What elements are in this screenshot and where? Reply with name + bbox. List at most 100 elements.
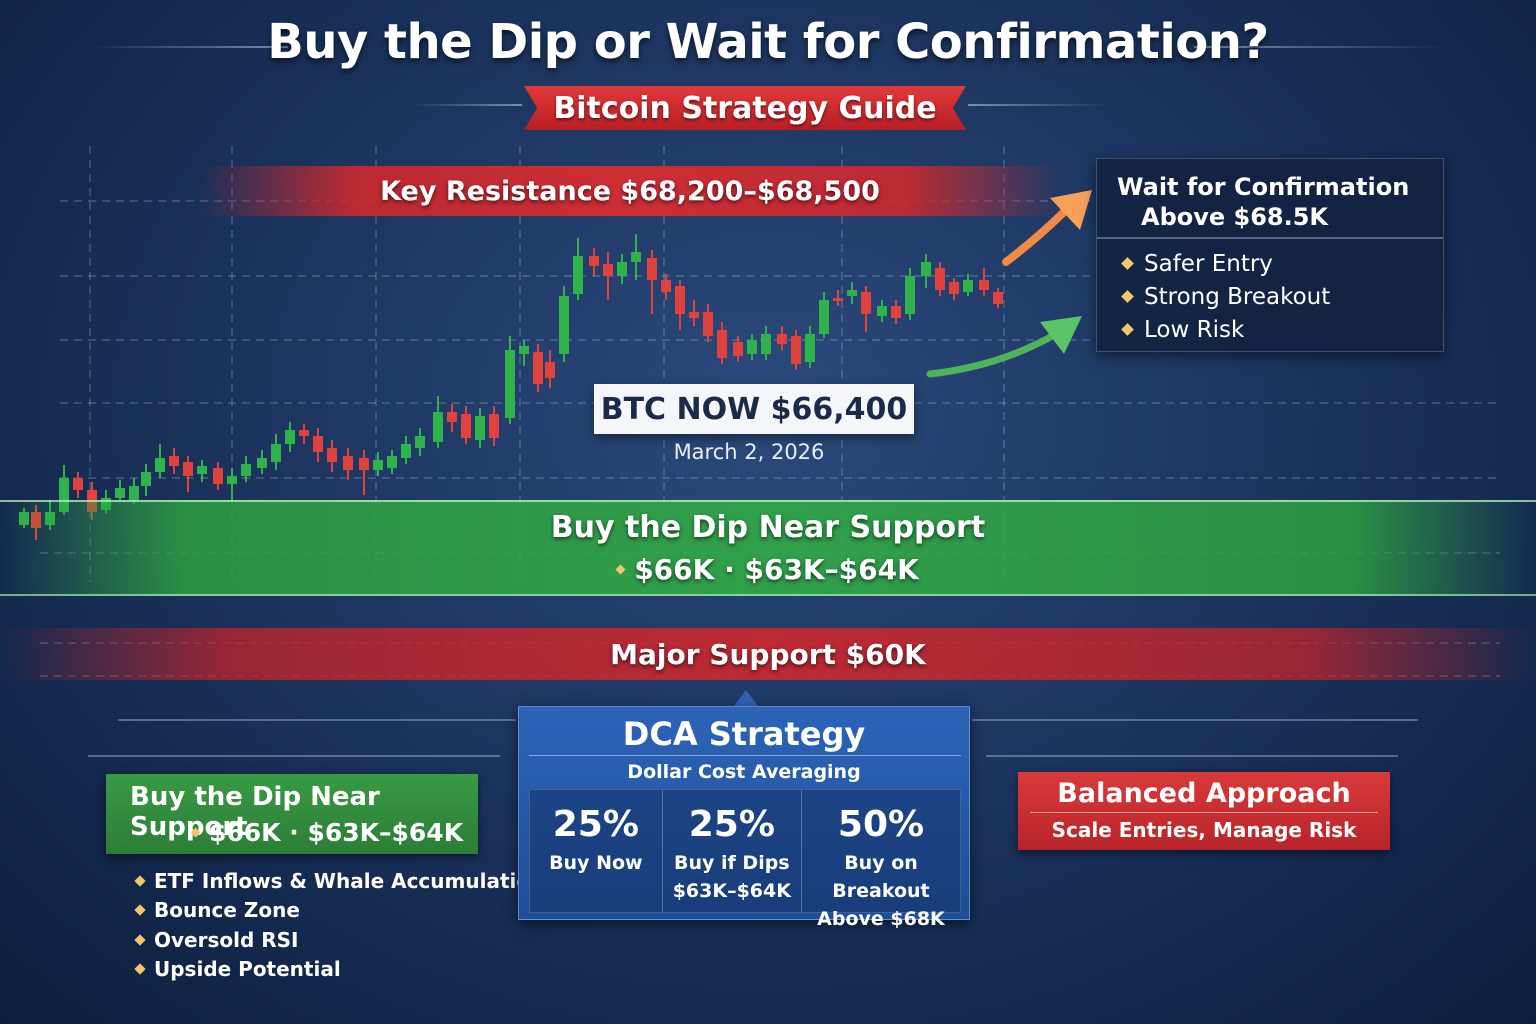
candle-body [603,264,613,276]
dip-panel-range: $66K · $63K–$64K [190,818,464,847]
candle-body [415,436,425,448]
list-item: Safer Entry [1121,247,1330,280]
dca-title: DCA Strategy [622,715,866,753]
list-item: Upside Potential [134,955,544,985]
list-item: Bounce Zone [134,896,544,926]
candle-body [589,256,599,266]
buy-dip-panel: Buy the Dip Near Support $66K · $63K–$64… [106,774,478,854]
balanced-title: Balanced Approach [1057,778,1351,809]
major-support-band: Major Support $60K [0,628,1536,680]
diamond-icon [134,904,146,916]
candle-body [747,340,757,354]
diamond-icon [190,827,201,838]
dip-item-text: ETF Inflows & Whale Accumulation [154,868,545,893]
diamond-icon [1121,290,1134,303]
diamond-icon [134,934,146,946]
candle-body [387,456,397,468]
candle-body [519,346,529,354]
dca-label-2: $63K–$64K [672,880,791,902]
major-support-label: Major Support $60K [610,637,926,671]
candle-body [545,362,555,378]
candle-body [963,280,973,292]
candle-body [861,292,871,314]
dip-panel-title: Buy the Dip Near Support [130,782,380,842]
list-item: Low Risk [1121,313,1330,346]
candle-body [533,352,543,384]
candle-body [703,312,713,336]
candle-body [647,258,657,280]
candle-body [141,472,151,486]
support-range-text: $66K · $63K–$64K [634,553,919,586]
wait-list: Safer Entry Strong Breakout Low Risk [1121,247,1331,346]
candle-body [401,444,411,458]
dca-label: Buy if Dips [674,852,790,874]
candle-body [905,276,915,314]
list-item: Oversold RSI [134,925,544,955]
title-rule-left [88,46,288,48]
dca-label: Buy Now [549,852,643,874]
candle-body [573,256,583,294]
dip-range-text: $66K · $63K–$64K [209,818,464,847]
candle-body [689,312,699,318]
btc-price-text: BTC NOW $66,400 [600,391,908,427]
page-title: Buy the Dip or Wait for Confirmation? [267,14,1269,70]
candle-body [505,350,515,418]
subtitle-text: Bitcoin Strategy Guide [553,90,937,126]
candle-body [343,456,353,470]
candle-body [791,336,801,364]
dca-subtitle: Dollar Cost Averaging [627,761,861,783]
candle-body [59,478,69,512]
candle-body [447,412,457,422]
wait-title-line1: Wait for Confirmation [1117,173,1410,201]
wait-item-text: Strong Breakout [1144,283,1331,310]
candle-body [73,478,83,490]
candle-body [197,466,207,474]
dca-percent: 25% [552,804,639,845]
arrow-lower-icon [926,330,1060,378]
candle-body [891,306,901,318]
support-band-range: $66K · $63K–$64K [615,553,919,586]
list-item: Strong Breakout [1121,280,1331,313]
candle-body [921,262,931,276]
candle-body [761,334,771,354]
lower-rules [88,719,1418,757]
breakout-arrows [926,190,1092,378]
candle-body [489,414,499,438]
dca-label-2: Above $68K [817,908,945,930]
candle-body [935,268,945,290]
arrow-upper-head-icon [1050,190,1092,230]
candle-body [257,458,267,468]
dca-label: Buy on Breakout [832,852,930,902]
dca-pointer-icon [734,690,758,706]
candle-body [129,486,139,500]
candle-body [461,414,471,438]
wait-item-text: Low Risk [1144,316,1245,343]
candle-body [661,280,671,292]
wait-confirmation-panel: Wait for Confirmation Above $68.5K Safer… [1096,158,1444,352]
candle-body [877,306,887,316]
candle-body [733,342,743,356]
dip-item-text: Bounce Zone [154,898,300,923]
candle-body [373,460,383,470]
candle-body [949,282,959,294]
diamond-icon [134,963,146,975]
dca-column: 25% Buy if Dips $63K–$64K [663,790,802,912]
wait-item-text: Safer Entry [1144,250,1273,277]
candle-body [777,334,787,344]
candle-body [979,280,989,290]
candle-body [285,430,295,444]
candle-body [227,476,237,484]
btc-date: March 2, 2026 [673,440,825,464]
candle-body [993,292,1003,304]
dca-percent: 25% [688,804,775,845]
candle-body [433,412,443,442]
support-band-title: Buy the Dip Near Support [550,510,986,545]
candle-body [847,290,857,296]
candle-body [183,462,193,476]
dca-column: 25% Buy Now [530,790,663,912]
candlesticks [19,234,1003,540]
support-band: Buy the Dip Near Support $66K · $63K–$64… [0,500,1536,596]
arrow-lower-head-icon [1040,316,1082,354]
diamond-icon [1121,323,1134,336]
candle-body [169,456,179,466]
